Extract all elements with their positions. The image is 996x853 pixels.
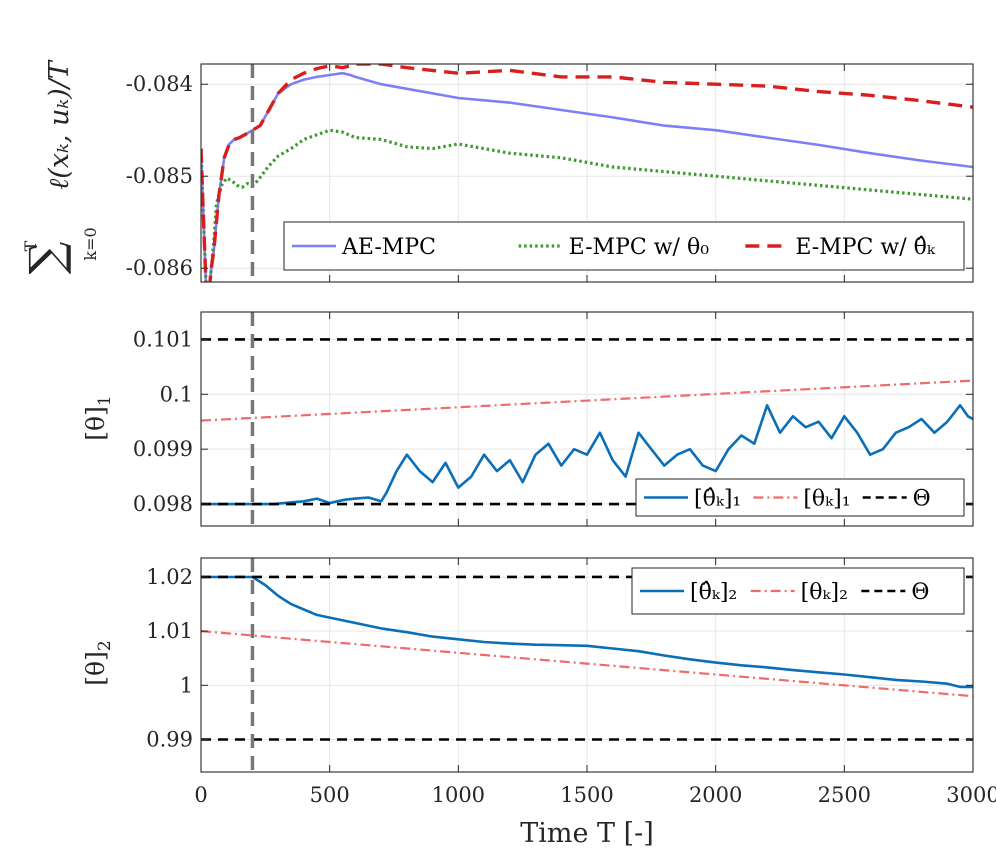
- ylabel-cost: ∑ T k=0 ℓ(xₖ, uₖ)/T: [19, 59, 100, 274]
- ytick-label: -0.084: [126, 72, 193, 96]
- legend-label: E-MPC w/ θ₀: [569, 235, 710, 260]
- xtick-label: 1000: [432, 783, 485, 807]
- series--line: [201, 379, 973, 422]
- series-group: [201, 64, 973, 282]
- legend: [θ̂ₖ]₁ [θₖ]₁ Θ: [635, 478, 965, 517]
- series-e-mpc-w-line: [201, 64, 973, 282]
- ytick-label: -0.085: [126, 164, 193, 188]
- ylabel-theta2-base: [θ]: [81, 651, 110, 686]
- legend-label: [θ̂ₖ]₁: [694, 487, 741, 512]
- xtick-label: 500: [310, 783, 350, 807]
- panel-3: 0.99 1 1.01 1.02 0 500 1000 1500 2000 2500 3000 [θ̂…: [146, 557, 996, 807]
- ytick-label: 0.99: [146, 727, 193, 751]
- ylabel-theta2-sub: 2: [95, 640, 115, 651]
- panel-1: -0.086 -0.085 -0.084 AE-MPC E-MPC w/ θ₀ E-MPC…: [126, 63, 974, 283]
- ylabel-cost-body: ℓ(xₖ, uₖ)/T: [44, 59, 75, 190]
- ylabel-theta2: [θ]2: [81, 640, 115, 685]
- legend-label: Θ: [911, 580, 929, 605]
- ytick-label: 0.101: [133, 327, 193, 351]
- ylabel-cost-upper: T: [21, 240, 40, 251]
- series--line: [201, 575, 973, 689]
- ytick-label: 0.1: [160, 382, 193, 406]
- legend-box: [631, 567, 965, 615]
- ylabel-cost-sum: ∑: [19, 241, 73, 274]
- ylabel-theta1: [θ]1: [81, 395, 115, 440]
- legend-box: [283, 221, 965, 271]
- legend-label: E-MPC w/ θ̂ₖ: [795, 235, 936, 260]
- legend-label: Θ: [913, 487, 931, 512]
- legend-label: [θₖ]₁: [803, 487, 850, 512]
- xlabel: Time T [-]: [520, 818, 654, 849]
- legend: AE-MPC E-MPC w/ θ₀ E-MPC w/ θ̂ₖ: [283, 221, 965, 271]
- xtick-label: 2500: [818, 783, 871, 807]
- xtick-label: 1500: [560, 783, 613, 807]
- xtick-label: 2000: [689, 783, 742, 807]
- series-group: [201, 312, 973, 526]
- ytick-label: 0.098: [133, 492, 193, 516]
- legend-label: [θₖ]₂: [801, 580, 848, 605]
- legend-label: AE-MPC: [341, 235, 436, 260]
- series--line: [201, 630, 973, 698]
- legend-label: [θ̂ₖ]₂: [690, 580, 737, 605]
- series-group: [201, 558, 973, 772]
- legend-box: [635, 478, 965, 517]
- xtick-label: 3000: [946, 783, 996, 807]
- ytick-label: 1.02: [146, 565, 193, 589]
- ytick-label: 1: [180, 673, 193, 697]
- ylabel-theta1-base: [θ]: [81, 406, 110, 441]
- panel-2: 0.098 0.099 0.1 0.101 [θ̂ₖ]₁ [θₖ]₁ Θ: [133, 311, 974, 527]
- legend: [θ̂ₖ]₂ [θₖ]₂ Θ: [631, 567, 965, 615]
- ytick-label: -0.086: [126, 256, 193, 280]
- ylabel-cost-lower: k=0: [81, 227, 100, 260]
- ytick-label: 0.099: [133, 437, 193, 461]
- xtick-label: 0: [194, 783, 207, 807]
- series--line: [201, 403, 973, 506]
- ylabel-theta1-sub: 1: [95, 395, 115, 406]
- ytick-label: 1.01: [146, 619, 193, 643]
